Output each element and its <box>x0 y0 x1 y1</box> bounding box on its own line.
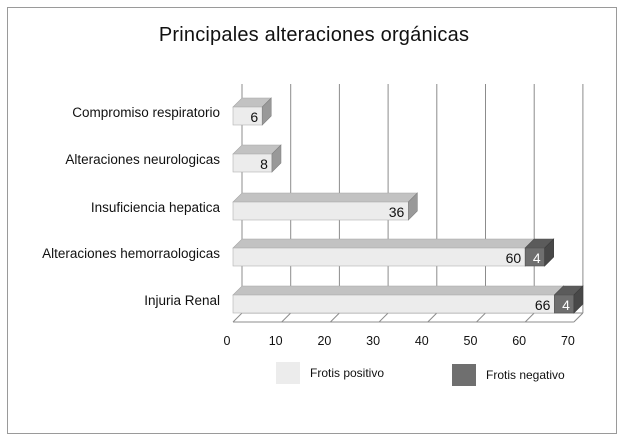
category-label: Compromiso respiratorio <box>72 105 220 120</box>
legend-item-frotis-positivo: Frotis positivo <box>276 362 384 384</box>
data-label: 36 <box>389 204 405 220</box>
chart-title: Principales alteraciones orgánicas <box>158 24 470 46</box>
data-label: 4 <box>562 297 570 313</box>
bar-side <box>261 97 272 126</box>
floor-tick <box>378 312 389 323</box>
legend-label-frotis-negativo: Frotis negativo <box>486 368 565 382</box>
bar-side <box>271 144 282 173</box>
floor-tick <box>281 312 292 323</box>
bar <box>232 294 555 314</box>
bar <box>232 247 526 267</box>
bar <box>232 201 409 221</box>
x-tick-label: 40 <box>414 334 429 348</box>
category-label: Insuficiencia hepatica <box>90 200 220 215</box>
bar-side <box>544 238 554 267</box>
data-label: 66 <box>535 297 551 313</box>
x-tick-label: 50 <box>463 334 478 348</box>
legend-swatch-frotis-negativo <box>452 364 476 386</box>
bar-side <box>573 285 584 314</box>
x-tick-label: 30 <box>366 334 381 348</box>
chart-frame <box>7 7 617 434</box>
x-tick-label: 10 <box>268 334 283 348</box>
floor-tick <box>330 312 340 323</box>
bar-side <box>408 192 418 221</box>
floor-tick <box>232 312 243 323</box>
legend-item-frotis-negativo: Frotis negativo <box>452 364 565 386</box>
category-label: Alteraciones hemorraologicas <box>42 246 220 261</box>
floor-tick <box>573 312 584 323</box>
category-label: Alteraciones neurologicas <box>65 152 220 167</box>
legend-swatch-frotis-positivo <box>276 362 300 384</box>
x-tick-label: 60 <box>512 334 527 348</box>
data-label: 60 <box>506 250 522 266</box>
floor-tick <box>476 312 486 323</box>
data-label: 4 <box>533 250 541 266</box>
x-tick-label: 20 <box>317 334 332 348</box>
data-label: 6 <box>250 109 258 125</box>
bar-top <box>232 238 535 249</box>
floor-tick <box>524 312 535 323</box>
bar-top <box>232 192 419 203</box>
bar-top <box>232 285 565 296</box>
category-label: Injuria Renal <box>144 293 220 308</box>
data-label: 8 <box>260 156 268 172</box>
x-tick-label: 70 <box>560 334 575 348</box>
x-tick-label: 0 <box>223 334 231 348</box>
floor-tick <box>427 312 438 323</box>
legend-label-frotis-positivo: Frotis positivo <box>310 366 385 380</box>
